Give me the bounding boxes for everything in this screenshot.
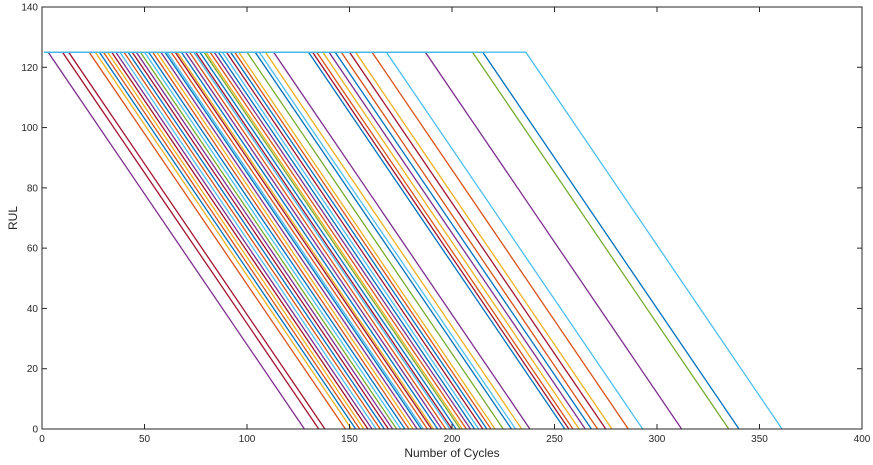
y-tick-label: 100 xyxy=(21,123,38,134)
y-axis-label: RUL xyxy=(6,206,20,230)
y-tick-marks xyxy=(42,6,862,430)
series-line-10 xyxy=(44,51,373,430)
series-layer xyxy=(44,51,783,430)
y-tick-label: 140 xyxy=(21,3,38,14)
x-tick-labels: 0 50 100 150 200 250 300 350 400 xyxy=(39,434,871,445)
x-tick-label: 100 xyxy=(239,434,256,445)
x-tick-label: 250 xyxy=(546,434,563,445)
series-line-61 xyxy=(44,51,740,430)
x-tick-label: 0 xyxy=(39,434,45,445)
x-tick-label: 200 xyxy=(444,434,461,445)
series-line-50 xyxy=(44,51,574,430)
y-tick-label: 60 xyxy=(27,244,39,255)
x-tick-label: 400 xyxy=(854,434,871,445)
x-tick-label: 350 xyxy=(751,434,768,445)
y-tick-label: 20 xyxy=(27,364,39,375)
x-tick-label: 150 xyxy=(341,434,358,445)
x-axis-label: Number of Cycles xyxy=(404,446,499,460)
y-tick-label: 80 xyxy=(27,183,39,194)
x-tick-label: 300 xyxy=(649,434,666,445)
x-tick-marks xyxy=(41,7,863,429)
x-tick-label: 50 xyxy=(139,434,151,445)
series-line-62 xyxy=(44,51,783,430)
y-tick-label: 120 xyxy=(21,63,38,74)
y-tick-label: 0 xyxy=(32,425,38,436)
series-line-15 xyxy=(44,51,394,430)
series-line-46 xyxy=(44,51,523,430)
y-tick-labels: 0 20 40 60 80 100 120 140 xyxy=(21,3,38,436)
series-line-52 xyxy=(44,51,586,430)
y-tick-label: 40 xyxy=(27,304,39,315)
